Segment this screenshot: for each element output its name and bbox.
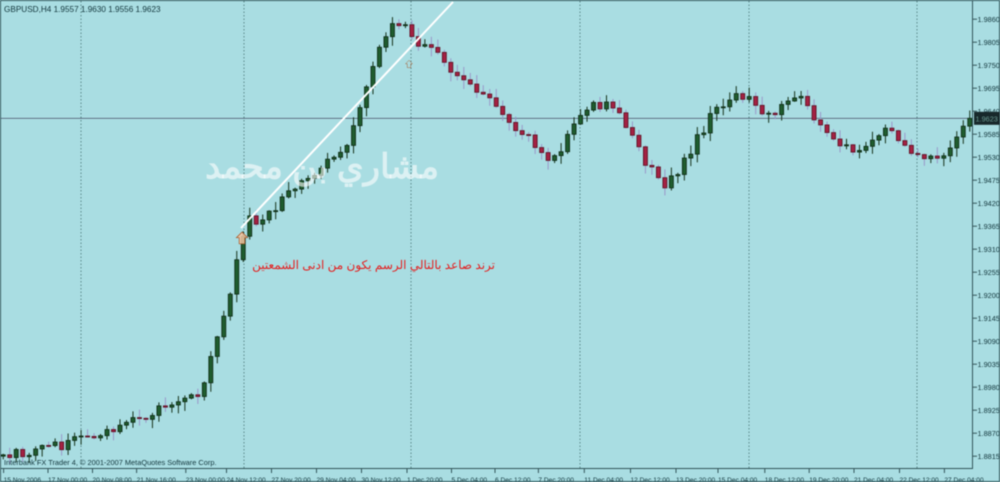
svg-text:18 Dec 12:00: 18 Dec 12:00 xyxy=(765,477,805,482)
svg-text:1.9035: 1.9035 xyxy=(978,360,1000,369)
svg-text:29 Nov 04:00: 29 Nov 04:00 xyxy=(317,477,357,482)
svg-text:1.9860: 1.9860 xyxy=(978,15,1000,24)
svg-text:21 Nov 16:00: 21 Nov 16:00 xyxy=(137,477,177,482)
svg-text:15 Nov 2006: 15 Nov 2006 xyxy=(4,477,42,482)
svg-text:12 Dec 12:00: 12 Dec 12:00 xyxy=(631,477,671,482)
svg-text:1 Dec 20:00: 1 Dec 20:00 xyxy=(407,477,443,482)
svg-text:Interbank FX Trader 4, © 2001-: Interbank FX Trader 4, © 2001-2007 MetaQ… xyxy=(4,458,217,467)
svg-text:20 Nov 08:00: 20 Nov 08:00 xyxy=(93,477,133,482)
svg-text:24 Nov 12:00: 24 Nov 12:00 xyxy=(227,477,267,482)
svg-text:1.9145: 1.9145 xyxy=(978,314,1000,323)
svg-text:ترند صاعد بالتالي الرسم يكون م: ترند صاعد بالتالي الرسم يكون من ادنى الش… xyxy=(252,258,495,272)
svg-text:1.8925: 1.8925 xyxy=(978,406,1000,415)
svg-text:1.8815: 1.8815 xyxy=(978,452,1000,461)
svg-text:1.9365: 1.9365 xyxy=(978,222,1000,231)
svg-text:1.9420: 1.9420 xyxy=(978,199,1000,208)
svg-text:مشاري بن محمد: مشاري بن محمد xyxy=(205,148,439,187)
svg-text:1.9200: 1.9200 xyxy=(978,291,1000,300)
svg-text:1.9750: 1.9750 xyxy=(978,61,1000,70)
svg-text:1.9255: 1.9255 xyxy=(978,268,1000,277)
svg-text:13 Dec 20:00: 13 Dec 20:00 xyxy=(676,477,716,482)
svg-text:30 Nov 12:00: 30 Nov 12:00 xyxy=(362,477,402,482)
svg-text:19 Dec 20:00: 19 Dec 20:00 xyxy=(809,477,849,482)
svg-text:23 Nov 00:00: 23 Nov 00:00 xyxy=(186,477,226,482)
svg-text:21 Dec 04:00: 21 Dec 04:00 xyxy=(854,477,894,482)
svg-text:5 Dec 04:00: 5 Dec 04:00 xyxy=(452,477,488,482)
svg-text:1.9310: 1.9310 xyxy=(978,245,1000,254)
svg-text:17 Nov 00:00: 17 Nov 00:00 xyxy=(48,477,88,482)
svg-text:6 Dec 12:00: 6 Dec 12:00 xyxy=(495,477,531,482)
svg-text:15 Dec 04:00: 15 Dec 04:00 xyxy=(718,477,758,482)
svg-text:11 Dec 04:00: 11 Dec 04:00 xyxy=(584,477,623,482)
svg-text:GBPUSD,H4 1.9557 1.9630 1.955: GBPUSD,H4 1.9557 1.9630 1.9556 1.9623 xyxy=(4,5,161,14)
svg-text:1.9585: 1.9585 xyxy=(978,130,1000,139)
svg-text:1.9475: 1.9475 xyxy=(978,176,1000,185)
svg-text:1.9530: 1.9530 xyxy=(978,153,1000,162)
svg-text:1.9623: 1.9623 xyxy=(976,114,998,123)
svg-text:27 Nov 20:00: 27 Nov 20:00 xyxy=(272,477,312,482)
svg-text:27 Dec 04:00: 27 Dec 04:00 xyxy=(944,477,984,482)
svg-text:22 Dec 12:00: 22 Dec 12:00 xyxy=(900,477,940,482)
svg-text:1.9695: 1.9695 xyxy=(978,84,1000,93)
svg-text:1.9805: 1.9805 xyxy=(978,38,1000,47)
svg-text:1.8980: 1.8980 xyxy=(978,383,1000,392)
svg-text:1.8870: 1.8870 xyxy=(978,429,1000,438)
svg-text:1.9090: 1.9090 xyxy=(978,337,1000,346)
svg-text:7 Dec 20:00: 7 Dec 20:00 xyxy=(538,477,574,482)
